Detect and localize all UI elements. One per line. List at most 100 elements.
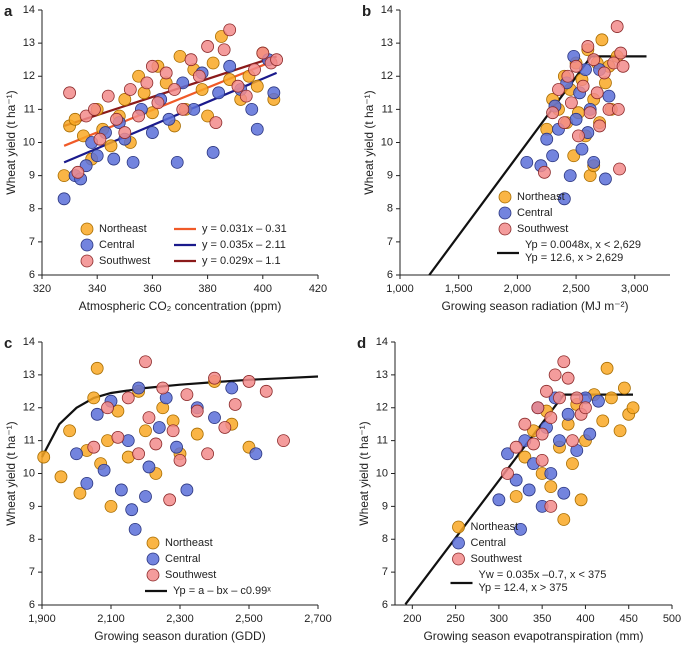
data-point <box>616 59 630 73</box>
data-point <box>223 23 237 37</box>
y-tick-label: 7 <box>382 566 388 578</box>
data-point <box>180 388 194 402</box>
y-axis-title: Wheat yield (t ha⁻¹) <box>362 90 376 194</box>
legend-marker <box>498 190 512 204</box>
data-point <box>557 192 571 206</box>
y-tick-label: 13 <box>23 37 35 49</box>
data-point <box>114 483 128 497</box>
data-point <box>239 89 253 103</box>
legend-label: Southwest <box>99 255 150 267</box>
legend-label: Northeast <box>165 537 213 549</box>
data-point <box>259 384 273 398</box>
legend-label: Central <box>99 239 134 251</box>
legend-marker <box>498 206 512 220</box>
data-point <box>561 371 575 385</box>
legend-marker <box>498 222 512 236</box>
data-point <box>531 401 545 415</box>
data-point <box>176 102 190 116</box>
data-point <box>170 155 184 169</box>
data-point <box>132 69 146 83</box>
data-point <box>132 109 146 123</box>
data-point <box>228 398 242 411</box>
data-point <box>101 89 115 103</box>
data-point <box>80 476 94 490</box>
x-tick-label: 3,000 <box>621 283 649 295</box>
data-point <box>151 96 165 110</box>
data-point <box>190 404 204 418</box>
data-point <box>563 169 577 183</box>
y-tick-label: 7 <box>29 236 35 248</box>
data-point <box>277 434 290 448</box>
data-point <box>192 69 206 83</box>
data-point <box>104 139 118 153</box>
data-point <box>566 434 579 448</box>
y-tick-label: 8 <box>387 203 393 215</box>
x-tick-label: 250 <box>446 613 464 625</box>
data-point <box>168 83 181 96</box>
data-point <box>600 361 614 375</box>
data-point <box>250 122 264 136</box>
data-point <box>162 112 176 126</box>
x-tick-label: 2,300 <box>166 613 194 625</box>
data-point <box>218 421 232 434</box>
data-point <box>173 453 187 467</box>
panel-letter: a <box>4 3 13 20</box>
data-point <box>566 457 579 471</box>
data-point <box>125 503 139 517</box>
data-point <box>557 486 571 500</box>
data-point <box>71 165 85 179</box>
panel-letter: c <box>4 335 12 352</box>
data-point <box>557 355 571 369</box>
data-point <box>90 149 104 163</box>
y-tick-label: 9 <box>29 500 35 512</box>
legend-marker <box>146 536 160 550</box>
x-tick-label: 2,500 <box>235 613 263 625</box>
data-point <box>37 450 51 464</box>
data-point <box>132 447 146 461</box>
data-point <box>593 119 606 133</box>
legend-marker <box>80 222 94 236</box>
data-point <box>602 89 616 103</box>
x-tick-label: 380 <box>198 283 216 295</box>
data-point <box>492 493 506 507</box>
legend-label: Northeast <box>471 521 519 533</box>
y-tick-label: 11 <box>382 103 393 115</box>
data-point <box>576 79 590 93</box>
data-point <box>231 79 245 93</box>
legend-label: Northeast <box>517 191 565 203</box>
x-tick-label: 420 <box>309 283 327 295</box>
data-point <box>88 102 101 116</box>
data-point <box>206 146 220 159</box>
data-point <box>145 126 159 139</box>
data-point <box>548 368 562 382</box>
y-tick-label: 13 <box>23 369 35 381</box>
data-point <box>610 20 624 33</box>
data-point <box>537 165 551 179</box>
data-point <box>242 375 256 388</box>
data-point <box>245 102 259 116</box>
y-tick-label: 6 <box>382 599 388 611</box>
x-tick-label: 500 <box>663 613 681 625</box>
data-point <box>501 467 514 480</box>
y-tick-label: 14 <box>381 4 393 16</box>
data-point <box>118 93 132 106</box>
y-tick-label: 12 <box>23 402 35 414</box>
data-point <box>201 40 215 53</box>
data-point <box>249 447 263 461</box>
data-point <box>522 483 536 497</box>
data-point <box>520 155 534 169</box>
data-point <box>552 83 565 96</box>
data-point <box>145 59 159 73</box>
data-point <box>142 411 156 425</box>
data-point <box>557 116 571 130</box>
x-tick-label: 400 <box>576 613 594 625</box>
data-point <box>110 112 123 126</box>
data-point <box>553 434 566 448</box>
y-tick-label: 13 <box>381 37 393 49</box>
data-point <box>101 401 114 415</box>
x-tick-label: 320 <box>33 283 51 295</box>
legend-marker <box>80 254 94 268</box>
data-point <box>118 126 132 139</box>
data-point <box>201 109 215 123</box>
data-point <box>68 112 82 126</box>
